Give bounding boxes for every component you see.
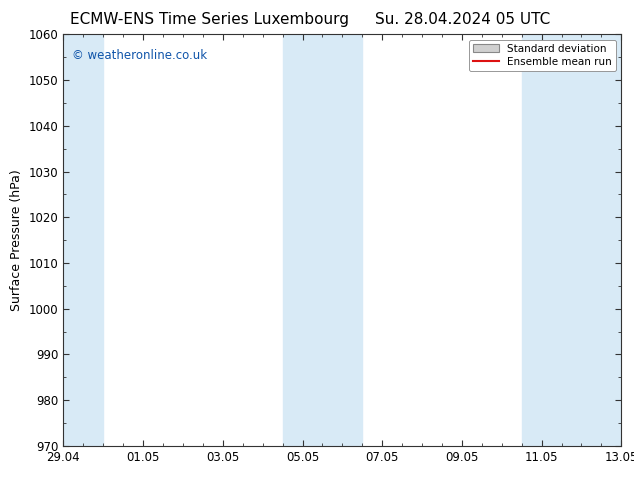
Text: ECMW-ENS Time Series Luxembourg: ECMW-ENS Time Series Luxembourg	[70, 12, 349, 27]
Bar	[60, 34, 103, 446]
Bar	[283, 34, 362, 446]
Y-axis label: Surface Pressure (hPa): Surface Pressure (hPa)	[10, 169, 23, 311]
Bar	[522, 34, 625, 446]
Legend: Standard deviation, Ensemble mean run: Standard deviation, Ensemble mean run	[469, 40, 616, 71]
Text: © weatheronline.co.uk: © weatheronline.co.uk	[72, 49, 207, 62]
Text: Su. 28.04.2024 05 UTC: Su. 28.04.2024 05 UTC	[375, 12, 550, 27]
